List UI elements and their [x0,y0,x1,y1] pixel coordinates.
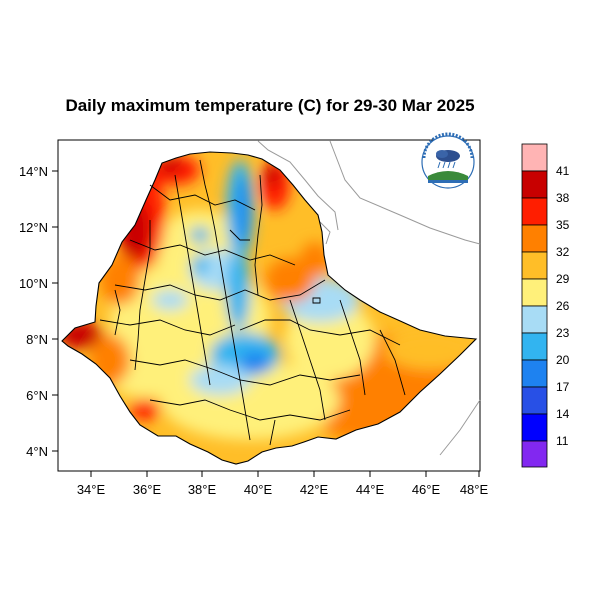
legend-swatch [521,170,548,199]
legend-swatch [521,251,548,280]
legend-label: 32 [556,245,570,259]
y-tick-label: 6°N [26,388,48,403]
legend-swatch [521,224,548,253]
color-legend: 41 38 35 32 29 26 23 20 17 14 11 [521,143,570,468]
x-tick-labels: 34°E 36°E 38°E 40°E 42°E 44°E 46°E 48°E [77,482,489,497]
legend-label: 29 [556,272,570,286]
x-tick-label: 44°E [356,482,385,497]
x-tick-label: 34°E [77,482,106,497]
legend-label: 41 [556,164,570,178]
x-tick-label: 48°E [460,482,489,497]
x-tick-label: 42°E [300,482,329,497]
legend-swatch [521,440,548,468]
y-ticks [52,170,58,452]
x-tick-label: 46°E [412,482,441,497]
legend-swatch [521,305,548,334]
x-tick-label: 40°E [244,482,273,497]
ethiopian-meteorology-institute-logo [421,132,475,189]
legend-label: 38 [556,191,570,205]
y-tick-label: 4°N [26,444,48,459]
legend-swatch [521,197,548,226]
legend-swatch [521,413,548,442]
legend-swatch [521,359,548,388]
legend-swatch [521,143,548,172]
x-tick-label: 38°E [188,482,217,497]
x-tick-label: 36°E [133,482,162,497]
legend-swatch [521,332,548,361]
legend-label: 23 [556,326,570,340]
y-tick-labels: 14°N 12°N 10°N 8°N 6°N 4°N [19,164,48,459]
legend-label: 35 [556,218,570,232]
y-tick-label: 14°N [19,164,48,179]
x-ticks [90,471,480,477]
legend-swatch [521,386,548,415]
map-title: Daily maximum temperature (C) for 29-30 … [65,96,475,115]
admin-boundaries [61,151,478,465]
y-tick-label: 12°N [19,220,48,235]
legend-swatch [521,278,548,307]
y-tick-label: 10°N [19,276,48,291]
legend-label: 17 [556,380,570,394]
legend-label: 14 [556,407,570,421]
y-tick-label: 8°N [26,332,48,347]
legend-label: 11 [556,434,569,448]
neighbour-borders [257,140,481,456]
legend-label: 20 [556,353,570,367]
legend-label: 26 [556,299,570,313]
